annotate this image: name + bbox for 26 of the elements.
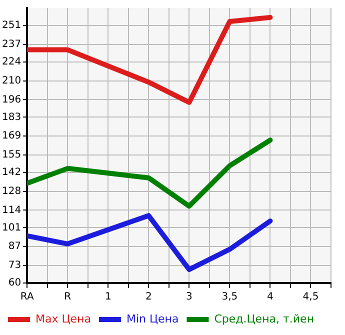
- y-tick-label: 224: [2, 56, 22, 68]
- legend-label: Max Цена: [36, 312, 91, 326]
- y-tick-label: 196: [2, 94, 22, 106]
- y-tick-label: 128: [2, 186, 22, 197]
- x-tick-label: 4: [267, 292, 274, 303]
- y-tick-label: 169: [2, 130, 22, 142]
- y-tick-label: 142: [2, 167, 22, 178]
- y-tick-label: 251: [2, 20, 22, 32]
- x-tick-label: 4,5: [302, 292, 319, 303]
- y-tick-label: 60: [8, 278, 22, 289]
- x-tick-label: 3: [186, 292, 192, 303]
- y-tick-label: 114: [2, 204, 22, 216]
- y-tick-label: 73: [8, 260, 22, 272]
- y-tick-label: 237: [2, 38, 22, 50]
- x-tick-label: RA: [20, 292, 34, 303]
- x-tick-label: R: [64, 292, 72, 303]
- y-tick-label: 210: [2, 75, 22, 86]
- x-tick-label: 1: [104, 292, 112, 303]
- x-tick-label: 2: [145, 292, 152, 303]
- legend-label: Сред.Цена, т.йен: [214, 312, 314, 326]
- y-tick-label: 87: [8, 241, 22, 252]
- y-tick-label: 183: [2, 112, 22, 123]
- y-tick-label: 155: [2, 150, 22, 161]
- y-tick-label: 101: [2, 222, 22, 234]
- x-tick-label: 3,5: [222, 292, 238, 303]
- legend-label: Min Цена: [126, 312, 179, 326]
